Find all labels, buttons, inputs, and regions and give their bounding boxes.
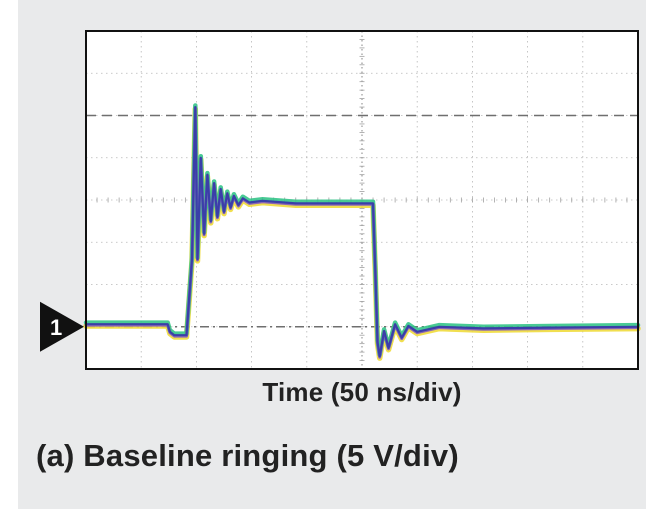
waveform-series-line [84,105,640,358]
x-axis-label: Time (50 ns/div) [262,377,462,407]
plot-border [85,30,639,370]
figure-caption: (a) Baseline ringing (5 V/div) [36,438,459,473]
channel-1-marker: 1 [40,301,84,352]
waveform-traces [83,103,641,361]
channel-marker-arrow [40,301,84,352]
oscilloscope-plot: 1 [40,30,641,370]
channel-marker-label: 1 [50,315,62,340]
